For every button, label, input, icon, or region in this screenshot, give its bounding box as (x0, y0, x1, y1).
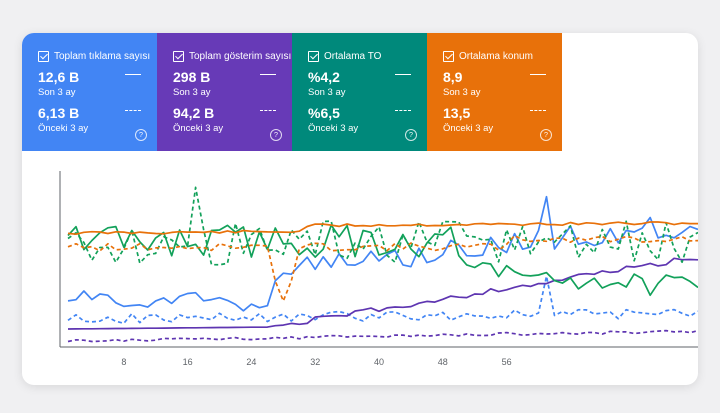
metric-tab-position[interactable]: Ortalama konum 8,9 Son 3 ay 13,5 Önceki … (427, 33, 562, 151)
solid-line-legend-icon (395, 74, 411, 75)
metric-prev-value: 6,13 B (38, 105, 80, 121)
series-line-ctr-previous (67, 186, 698, 266)
metric-period: Son 3 ay (308, 87, 346, 98)
metric-tab-impressions[interactable]: Toplam gösterim sayısı 298 B Son 3 ay 94… (157, 33, 292, 151)
series-line-impressions-current (67, 257, 698, 330)
series-line-clicks-previous (67, 275, 698, 325)
metric-prev-value: %6,5 (308, 105, 340, 121)
x-tick-label: 24 (246, 357, 256, 367)
series-line-position-current (67, 221, 698, 236)
series-line-impressions-previous (67, 329, 698, 343)
plot-area (67, 186, 698, 343)
x-tick-label: 32 (310, 357, 320, 367)
metric-label: Ortalama TO (324, 51, 382, 62)
series-line-clicks-current (67, 195, 698, 312)
metric-period: Son 3 ay (443, 87, 481, 98)
metric-prev-period: Önceki 3 ay (38, 123, 89, 134)
checkbox-icon[interactable] (173, 51, 184, 62)
metric-tab-ctr[interactable]: Ortalama TO %4,2 Son 3 ay %6,5 Önceki 3 … (292, 33, 427, 151)
metric-value: 12,6 B (38, 69, 80, 85)
help-icon[interactable]: ? (540, 129, 552, 141)
metric-label: Ortalama konum (459, 51, 533, 62)
metric-period: Son 3 ay (173, 87, 211, 98)
series-line-ctr-current (67, 224, 698, 297)
metric-prev-period: Önceki 3 ay (443, 123, 494, 134)
metric-prev-period: Önceki 3 ay (173, 123, 224, 134)
metric-period: Son 3 ay (38, 87, 76, 98)
dashed-line-legend-icon (530, 110, 546, 111)
metric-tabs: Toplam tıklama sayısı 12,6 B Son 3 ay 6,… (22, 33, 562, 151)
solid-line-legend-icon (125, 74, 141, 75)
metric-tab-clicks[interactable]: Toplam tıklama sayısı 12,6 B Son 3 ay 6,… (22, 33, 157, 151)
series-line-position-previous (67, 234, 698, 302)
solid-line-legend-icon (260, 74, 276, 75)
metric-label: Toplam gösterim sayısı (189, 51, 292, 62)
x-tick-label: 40 (374, 357, 384, 367)
dashed-line-legend-icon (395, 110, 411, 111)
help-icon[interactable]: ? (405, 129, 417, 141)
metric-value: %4,2 (308, 69, 340, 85)
checkbox-icon[interactable] (443, 51, 454, 62)
metric-value: 8,9 (443, 69, 463, 85)
performance-card: Toplam tıklama sayısı 12,6 B Son 3 ay 6,… (22, 33, 698, 385)
x-tick-label: 48 (438, 357, 448, 367)
x-tick-label: 8 (121, 357, 126, 367)
metric-value: 298 B (173, 69, 211, 85)
metric-prev-value: 13,5 (443, 105, 471, 121)
x-axis-ticks: 8 16 24 32 40 48 56 (121, 357, 511, 367)
dashed-line-legend-icon (260, 110, 276, 111)
solid-line-legend-icon (530, 74, 546, 75)
help-icon[interactable]: ? (135, 129, 147, 141)
help-icon[interactable]: ? (270, 129, 282, 141)
metric-label: Toplam tıklama sayısı (54, 51, 151, 62)
checkbox-icon[interactable] (38, 51, 49, 62)
x-tick-label: 16 (183, 357, 193, 367)
dashed-line-legend-icon (125, 110, 141, 111)
performance-line-chart[interactable]: 8 16 24 32 40 48 56 (22, 151, 698, 385)
checkbox-icon[interactable] (308, 51, 319, 62)
metric-prev-value: 94,2 B (173, 105, 215, 121)
metric-prev-period: Önceki 3 ay (308, 123, 359, 134)
x-tick-label: 56 (502, 357, 512, 367)
